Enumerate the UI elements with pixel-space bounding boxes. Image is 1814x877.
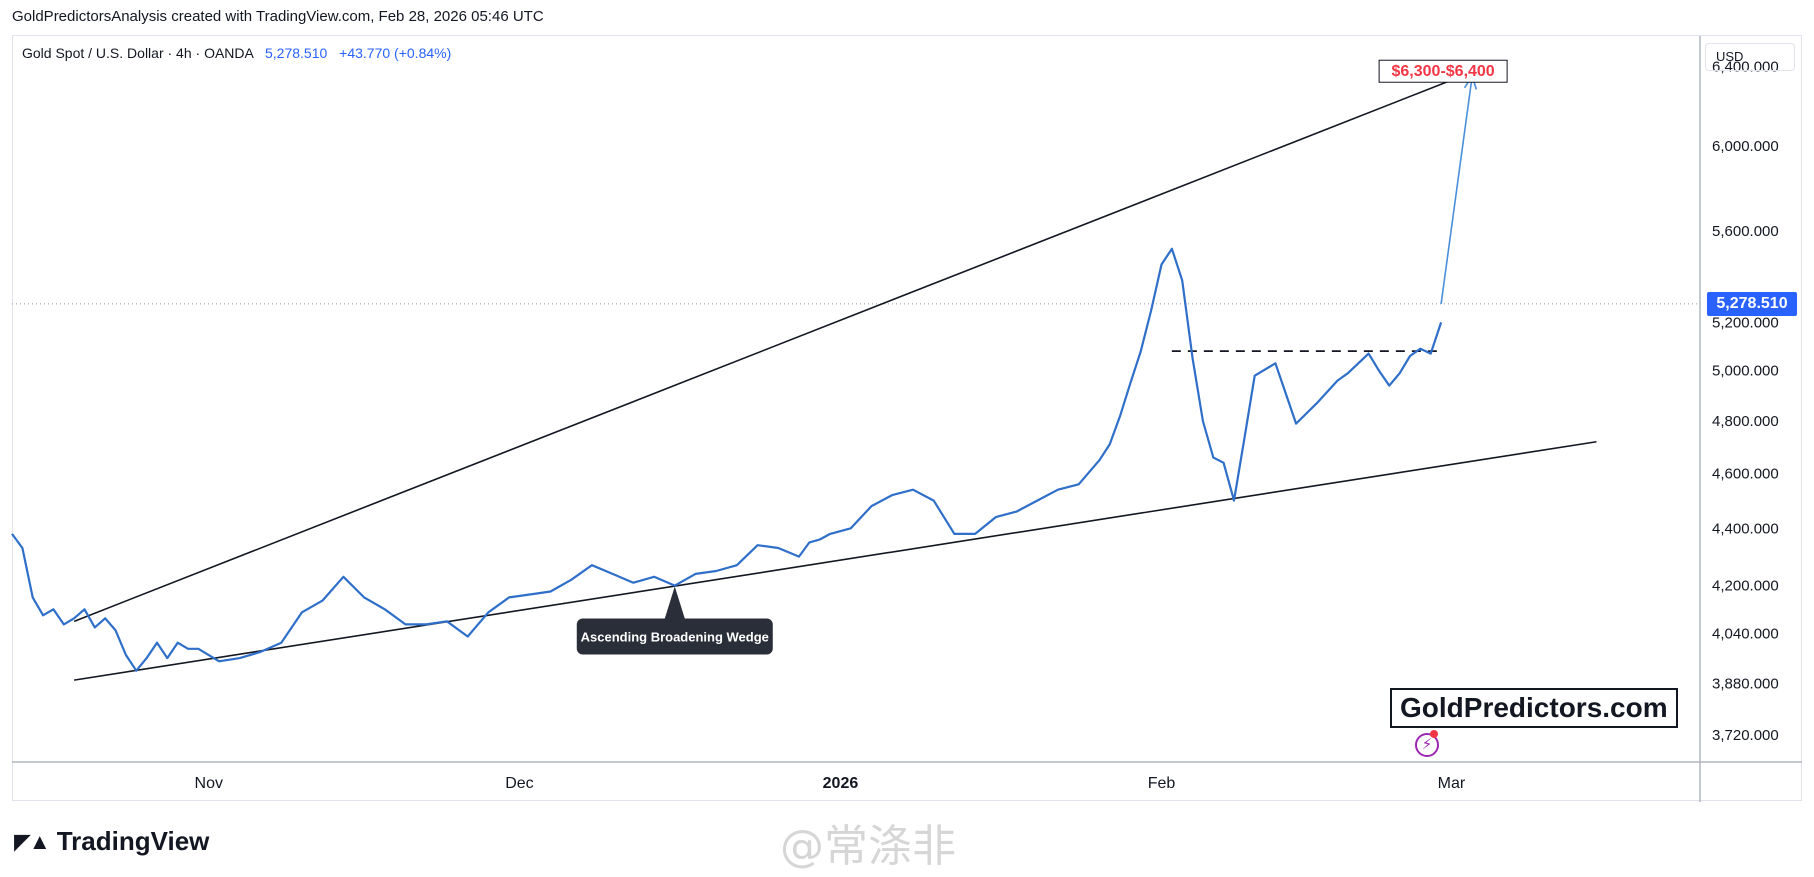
- series-layer: [11, 247, 1443, 672]
- y-tick-label: 5,000.000: [1712, 363, 1779, 380]
- symbol-name: Gold Spot / U.S. Dollar · 4h · OANDA: [22, 45, 254, 61]
- symbol-legend[interactable]: Gold Spot / U.S. Dollar · 4h · OANDA 5,2…: [22, 45, 451, 61]
- lightning-icon[interactable]: ⚡: [1415, 733, 1439, 757]
- pattern-label-pointer: [664, 586, 685, 619]
- tradingview-wordmark: TradingView: [56, 826, 210, 856]
- y-tick-label: 4,800.000: [1712, 413, 1779, 430]
- last-price: 5,278.510: [264, 45, 328, 61]
- tradingview-logo[interactable]: ◤▲ TradingView: [14, 826, 209, 857]
- tradingview-mark-icon: ◤▲: [14, 828, 51, 854]
- site-label: GoldPredictors.com: [1390, 688, 1678, 728]
- annotation-layer: $6,300-$6,400 Ascending Broadening Wedge: [576, 59, 1508, 655]
- x-tick-label: Dec: [505, 775, 533, 792]
- trendline-lower: [74, 440, 1597, 681]
- watermark: @常涤非: [780, 821, 956, 872]
- notification-dot: [1430, 730, 1438, 738]
- trendline-upper: [73, 75, 1463, 623]
- y-tick-label: 6,000.000: [1712, 138, 1779, 155]
- drawing-layer: [73, 75, 1597, 681]
- chart-caption: GoldPredictorsAnalysis created with Trad…: [12, 8, 544, 25]
- y-tick-label: 5,600.000: [1712, 223, 1779, 240]
- currency-selector[interactable]: USD: [1705, 43, 1795, 71]
- axis-layer: 3,720.000 3,880.000 4,040.000 4,200.000 4,40…: [12, 36, 1802, 802]
- chart-frame[interactable]: [12, 35, 1802, 801]
- x-tick-label: Feb: [1148, 775, 1176, 792]
- y-tick-label: 4,200.000: [1712, 578, 1779, 595]
- pattern-label: Ascending Broadening Wedge: [581, 630, 769, 645]
- target-label-box: [1378, 59, 1508, 83]
- y-tick-label: 3,880.000: [1712, 675, 1779, 692]
- y-tick-label: 4,040.000: [1712, 625, 1779, 642]
- pattern-label-box: [576, 618, 773, 655]
- projection-arrow: [1440, 75, 1473, 305]
- x-tick-label: Mar: [1438, 775, 1466, 792]
- y-tick-label: 6,400.000: [1712, 58, 1779, 75]
- y-tick-label: 3,720.000: [1712, 727, 1779, 744]
- y-tick-label: 5,200.000: [1712, 314, 1779, 331]
- price-series-line: [11, 247, 1443, 672]
- x-tick-label: 2026: [823, 775, 859, 792]
- target-label: $6,300-$6,400: [1392, 63, 1495, 80]
- current-price-badge: 5,278.510: [1707, 291, 1797, 316]
- x-tick-label: Nov: [195, 775, 223, 792]
- y-tick-label: 4,400.000: [1712, 520, 1779, 537]
- price-change: +43.770 (+0.84%): [339, 45, 452, 61]
- y-tick-label: 4,600.000: [1712, 465, 1779, 482]
